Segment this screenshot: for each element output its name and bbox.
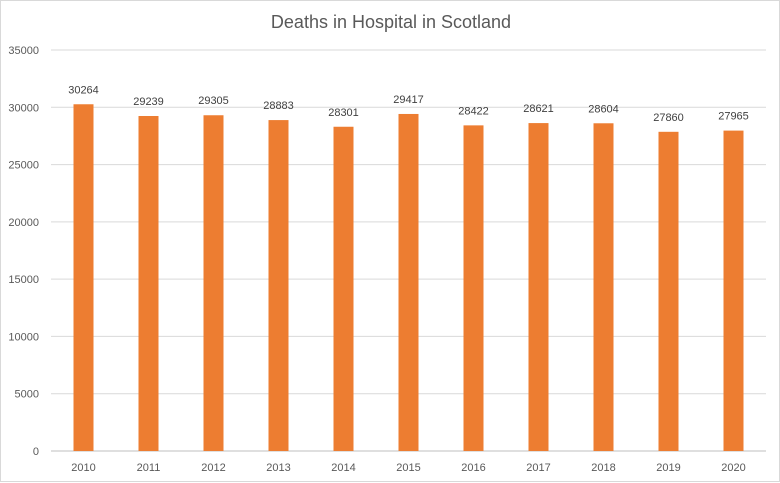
y-tick-label: 10000 bbox=[8, 331, 39, 343]
data-label-2017: 28621 bbox=[523, 103, 554, 115]
data-label-2020: 27965 bbox=[718, 111, 749, 123]
bar-2020 bbox=[723, 130, 744, 451]
x-tick-label-2013: 2013 bbox=[266, 462, 290, 474]
x-tick-label-2010: 2010 bbox=[71, 462, 95, 474]
x-tick-label-2018: 2018 bbox=[591, 462, 615, 474]
x-tick-label-2019: 2019 bbox=[656, 462, 680, 474]
x-tick-label-2012: 2012 bbox=[201, 462, 225, 474]
bar-2017 bbox=[528, 123, 549, 451]
y-axis: 0 5000 10000 15000 20000 25000 30000 35000 bbox=[8, 45, 39, 458]
bar-2010 bbox=[73, 104, 94, 451]
chart-title: Deaths in Hospital in Scotland bbox=[270, 12, 512, 32]
x-tick-label-2011: 2011 bbox=[137, 462, 161, 474]
bars bbox=[73, 104, 744, 452]
data-label-2010: 30264 bbox=[68, 84, 99, 96]
bar-2012 bbox=[203, 115, 224, 452]
bar-2014 bbox=[333, 126, 354, 451]
y-tick-label: 25000 bbox=[8, 160, 39, 172]
data-label-2013: 28883 bbox=[263, 100, 294, 112]
data-label-2018: 28604 bbox=[588, 103, 619, 115]
y-tick-label: 15000 bbox=[8, 274, 39, 286]
data-label-2016: 28422 bbox=[458, 105, 489, 117]
x-tick-label-2020: 2020 bbox=[721, 462, 745, 474]
bar-2011 bbox=[138, 116, 159, 451]
x-tick-label-2017: 2017 bbox=[526, 462, 550, 474]
bar-2013 bbox=[268, 120, 289, 451]
x-axis: 2010 2011 2012 2013 2014 2015 2016 2017 2018 2019… bbox=[71, 462, 745, 474]
x-tick-label-2015: 2015 bbox=[396, 462, 420, 474]
y-tick-label: 30000 bbox=[8, 102, 39, 114]
data-label-2014: 28301 bbox=[328, 107, 359, 119]
data-labels: 30264 29239 29305 28883 28301 29417 28422 28621… bbox=[68, 84, 749, 124]
x-tick-label-2016: 2016 bbox=[461, 462, 485, 474]
data-label-2015: 29417 bbox=[393, 94, 424, 106]
data-label-2012: 29305 bbox=[198, 95, 229, 107]
y-tick-label: 5000 bbox=[15, 389, 39, 401]
y-tick-label: 20000 bbox=[8, 217, 39, 229]
bar-2019 bbox=[658, 131, 679, 451]
y-tick-label: 35000 bbox=[8, 45, 39, 57]
data-label-2019: 27860 bbox=[653, 112, 684, 124]
bar-2015 bbox=[398, 113, 419, 452]
data-label-2011: 29239 bbox=[133, 96, 164, 108]
x-tick-label-2014: 2014 bbox=[331, 462, 355, 474]
bar-2018 bbox=[593, 123, 614, 452]
bar-2016 bbox=[463, 125, 484, 452]
y-tick-label: 0 bbox=[33, 446, 39, 458]
